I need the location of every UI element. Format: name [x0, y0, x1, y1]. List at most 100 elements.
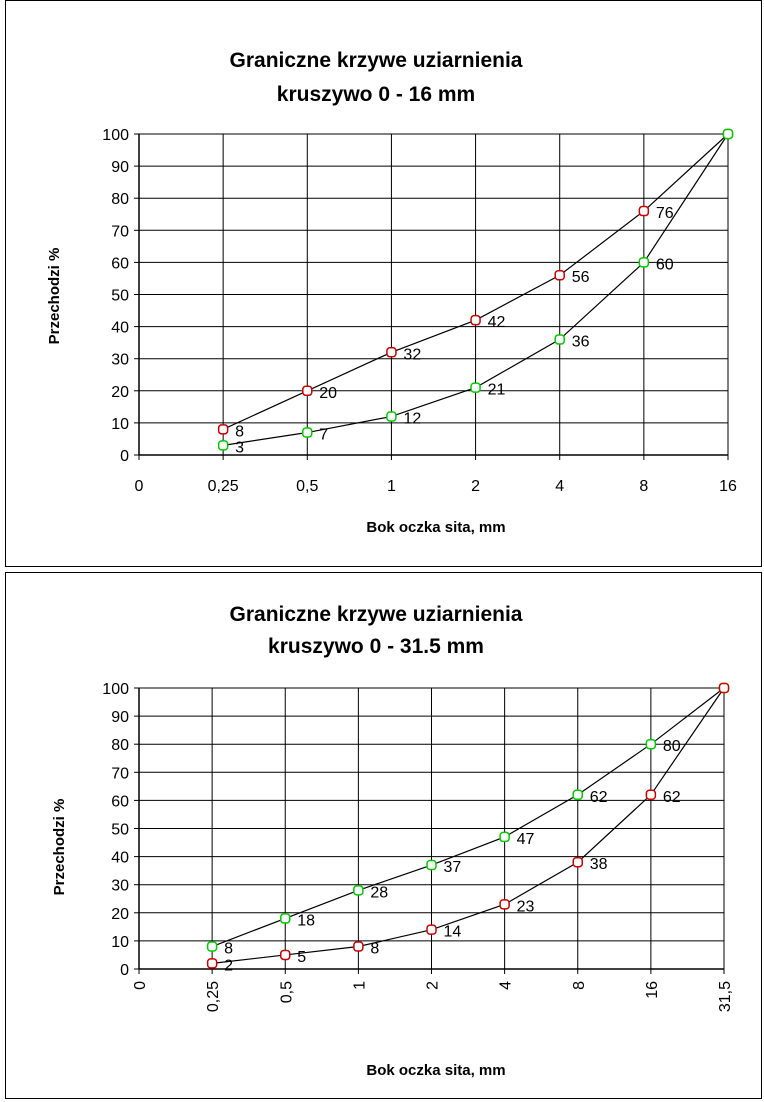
chart2-y-tick-label-20: 20 — [111, 906, 129, 923]
chart2-series-1-data-label-5: 38 — [590, 856, 608, 873]
chart2-series-0-data-label-2: 28 — [370, 884, 388, 901]
y-axis-title: Przechodzi % — [46, 248, 63, 345]
chart1-x-tick-label-7: 16 — [719, 478, 737, 495]
chart2-series-1-data-label-6: 62 — [663, 789, 681, 806]
chart1-series-1-point-6 — [722, 128, 734, 140]
chart2-y-tick-label-50: 50 — [111, 822, 129, 839]
chart1-series-1-data-label-1: 7 — [319, 427, 328, 444]
chart1-series-1-point-4 — [554, 334, 565, 345]
chart1-series-1-point-2 — [386, 411, 397, 422]
chart1-x-tick-label-2: 0,5 — [296, 478, 318, 495]
chart2-series-1-point-2 — [353, 941, 364, 952]
grading-chart-0-31-5mm: Graniczne krzywe uziarnienia kruszywo 0 … — [51, 603, 734, 1079]
chart2-series-0-data-label-5: 62 — [590, 789, 608, 806]
x-axis-title: Bok oczka sita, mm — [366, 1062, 505, 1079]
chart2-series-0-point-4 — [499, 831, 510, 843]
chart2-y-tick-label-70: 70 — [111, 765, 129, 782]
chart1-series-1-data-label-5: 60 — [656, 256, 674, 273]
chart2-x-tick-label-4: 2 — [425, 981, 442, 990]
grading-chart-0-16mm: Graniczne krzywe uziarnienia kruszywo 0 … — [46, 49, 737, 536]
chart1-x-tick-label-1: 0,25 — [208, 478, 239, 495]
chart2-y-tick-label-40: 40 — [111, 850, 129, 867]
chart-title-line2: kruszywo 0 - 16 mm — [277, 83, 475, 106]
chart2-x-tick-label-1: 0,25 — [205, 981, 222, 1012]
chart2-x-tick-label-7: 16 — [644, 981, 661, 999]
chart2-x-tick-label-6: 8 — [571, 981, 588, 990]
chart2-series-1-point-5 — [572, 856, 583, 868]
chart-panel-0-16mm: Graniczne krzywe uziarnienia kruszywo 0 … — [5, 0, 762, 567]
chart2-series-1-point-1 — [280, 949, 291, 961]
chart1-series-0-data-label-5: 76 — [656, 205, 674, 222]
chart-title-line1: Graniczne krzywe uziarnienia — [230, 603, 523, 626]
chart2-y-tick-label-90: 90 — [111, 709, 129, 726]
chart1-y-tick-label-40: 40 — [111, 320, 129, 337]
chart2-y-tick-label-10: 10 — [111, 934, 129, 951]
chart1-series-1-point-3 — [470, 382, 481, 393]
chart2-y-tick-label-30: 30 — [111, 878, 129, 895]
chart1-series-1-point-0 — [217, 440, 229, 451]
chart1-series-0-point-3 — [470, 314, 481, 326]
chart2-series-0-data-label-6: 80 — [663, 738, 681, 755]
chart1-y-tick-label-10: 10 — [111, 416, 129, 433]
chart1-y-tick-label-60: 60 — [111, 255, 129, 272]
chart2-series-0-data-label-4: 47 — [517, 831, 535, 848]
chart2-series-0-point-6 — [645, 738, 657, 750]
chart2-series-1-point-0 — [206, 958, 218, 969]
chart2-x-tick-label-3: 1 — [351, 981, 368, 990]
chart1-series-0-point-5 — [638, 205, 650, 217]
chart2-y-tick-label-0: 0 — [120, 962, 129, 979]
chart1-series-0-point-1 — [302, 385, 313, 397]
chart1-x-tick-label-3: 1 — [387, 478, 396, 495]
chart1-series-0-point-2 — [386, 347, 397, 358]
chart1-y-tick-label-0: 0 — [120, 448, 129, 465]
chart2-x-tick-label-8: 31,5 — [717, 981, 734, 1012]
chart2-series-1-data-label-3: 14 — [444, 924, 462, 941]
chart1-series-0-data-label-2: 32 — [403, 346, 421, 363]
chart2-series-0-data-label-3: 37 — [444, 859, 462, 876]
x-axis-title: Bok oczka sita, mm — [366, 519, 505, 536]
chart1-series-1-data-label-0: 3 — [235, 439, 244, 456]
chart1-y-tick-label-70: 70 — [111, 223, 129, 240]
chart1-series-0-point-0 — [217, 424, 229, 435]
chart2-y-tick-label-80: 80 — [111, 737, 129, 754]
chart1-x-tick-label-4: 2 — [471, 478, 480, 495]
chart1-x-tick-label-6: 8 — [639, 478, 648, 495]
chart-title-line1: Graniczne krzywe uziarnienia — [230, 49, 523, 72]
chart1-series-0-data-label-0: 8 — [235, 423, 244, 440]
chart1-series-0-data-label-1: 20 — [319, 385, 337, 402]
chart2-y-tick-label-60: 60 — [111, 793, 129, 810]
chart2-series-0-line — [211, 687, 725, 948]
chart1-y-tick-label-90: 90 — [111, 159, 129, 176]
chart2-series-0-data-label-1: 18 — [297, 912, 315, 929]
chart2-series-1-point-6 — [645, 789, 657, 801]
chart2-series-1-line — [212, 687, 725, 964]
chart2-series-1-data-label-0: 2 — [224, 957, 233, 974]
chart2-series-1-point-7 — [718, 682, 730, 694]
chart2-series-1-point-3 — [426, 924, 437, 935]
chart1-series-1-data-label-3: 21 — [488, 382, 506, 399]
chart2-series-1-data-label-1: 5 — [297, 949, 306, 966]
chart2-series-0-point-1 — [280, 913, 291, 924]
chart1-series-1-data-label-2: 12 — [403, 410, 421, 427]
chart2-series-1-data-label-2: 8 — [370, 941, 379, 958]
chart1-x-tick-label-0: 0 — [135, 478, 144, 495]
chart1-series-1-data-label-4: 36 — [572, 333, 590, 350]
chart-title-line2: kruszywo 0 - 31.5 mm — [268, 635, 484, 658]
chart1-y-tick-label-20: 20 — [111, 384, 129, 401]
chart2-series-1-point-4 — [499, 899, 510, 910]
chart2-series-0-point-5 — [572, 789, 583, 801]
chart2-series-0-point-0 — [206, 941, 218, 952]
chart1-y-tick-label-100: 100 — [102, 127, 129, 144]
chart1-series-0-data-label-4: 56 — [572, 269, 590, 286]
chart2-series-0-data-label-0: 8 — [224, 941, 233, 958]
chart2-series-0-point-2 — [353, 885, 364, 896]
chart1-series-0-point-4 — [554, 269, 565, 281]
chart1-series-1-point-5 — [638, 257, 650, 268]
chart2-y-tick-label-100: 100 — [102, 681, 129, 698]
chart2-series-1-data-label-4: 23 — [517, 898, 535, 915]
y-axis-title: Przechodzi % — [51, 799, 68, 896]
chart1-y-tick-label-80: 80 — [111, 191, 129, 208]
chart2-x-tick-label-0: 0 — [132, 981, 149, 990]
chart1-y-tick-label-30: 30 — [111, 352, 129, 369]
chart1-series-1-point-1 — [302, 427, 313, 438]
